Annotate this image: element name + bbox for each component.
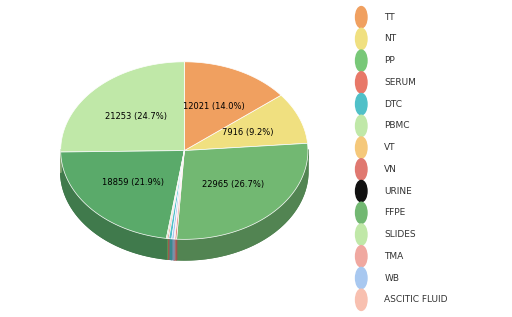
Polygon shape	[177, 150, 308, 260]
Polygon shape	[61, 152, 166, 259]
Circle shape	[355, 159, 367, 180]
Text: PP: PP	[384, 56, 395, 65]
Circle shape	[355, 7, 367, 28]
Polygon shape	[172, 239, 174, 260]
Circle shape	[355, 115, 367, 137]
Circle shape	[355, 28, 367, 49]
Circle shape	[355, 289, 367, 310]
Text: NT: NT	[384, 35, 396, 43]
Text: SERUM: SERUM	[384, 78, 416, 87]
Circle shape	[355, 268, 367, 289]
Polygon shape	[169, 151, 184, 239]
Polygon shape	[167, 238, 169, 259]
Text: FFPE: FFPE	[384, 208, 406, 217]
Polygon shape	[166, 238, 167, 259]
Text: URINE: URINE	[384, 187, 412, 196]
Text: 12021 (14.0%): 12021 (14.0%)	[183, 102, 245, 111]
Circle shape	[355, 94, 367, 115]
Text: VT: VT	[384, 143, 396, 152]
Polygon shape	[184, 95, 308, 151]
Polygon shape	[175, 239, 177, 260]
Polygon shape	[174, 239, 175, 260]
Text: 7916 (9.2%): 7916 (9.2%)	[222, 128, 273, 137]
Text: 22965 (26.7%): 22965 (26.7%)	[202, 180, 264, 189]
Polygon shape	[167, 151, 184, 239]
Polygon shape	[175, 151, 184, 239]
Polygon shape	[61, 151, 184, 238]
Text: ASCITIC FLUID: ASCITIC FLUID	[384, 295, 447, 304]
Polygon shape	[166, 151, 184, 238]
Circle shape	[355, 72, 367, 93]
Polygon shape	[184, 62, 281, 151]
Circle shape	[355, 202, 367, 223]
Circle shape	[355, 246, 367, 267]
Text: 21253 (24.7%): 21253 (24.7%)	[105, 112, 167, 121]
Text: PBMC: PBMC	[384, 121, 410, 130]
Polygon shape	[167, 238, 169, 259]
Polygon shape	[172, 151, 184, 239]
Polygon shape	[169, 239, 172, 260]
Circle shape	[355, 224, 367, 245]
Polygon shape	[172, 239, 174, 260]
Polygon shape	[175, 239, 177, 260]
Polygon shape	[169, 239, 172, 260]
Text: TMA: TMA	[384, 252, 403, 261]
Circle shape	[355, 180, 367, 202]
Polygon shape	[61, 62, 184, 152]
Polygon shape	[166, 238, 167, 259]
Text: TT: TT	[384, 13, 395, 22]
Polygon shape	[174, 239, 175, 260]
Circle shape	[355, 137, 367, 158]
Text: 18859 (21.9%): 18859 (21.9%)	[102, 178, 164, 187]
Text: VN: VN	[384, 165, 397, 174]
Circle shape	[355, 50, 367, 71]
Polygon shape	[61, 152, 166, 259]
Text: DTC: DTC	[384, 100, 402, 109]
Polygon shape	[177, 154, 308, 260]
Text: SLIDES: SLIDES	[384, 230, 416, 239]
Text: WB: WB	[384, 274, 399, 282]
Polygon shape	[177, 143, 308, 239]
Polygon shape	[174, 151, 184, 239]
